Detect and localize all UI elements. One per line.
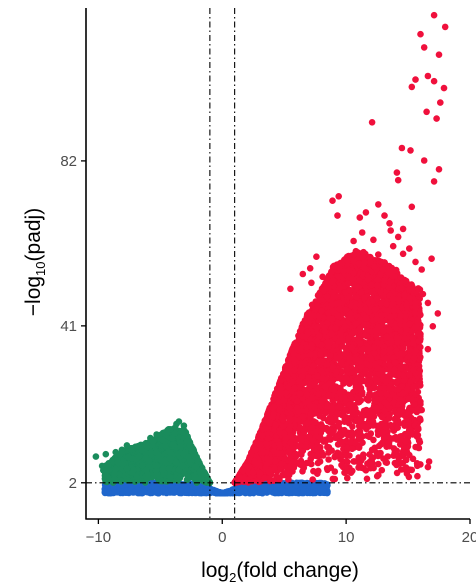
point-not-significant — [292, 482, 300, 490]
point-down — [149, 438, 157, 446]
point-down — [177, 443, 184, 450]
point-down — [145, 457, 153, 465]
point-not-significant — [196, 488, 204, 496]
point-down — [192, 463, 200, 471]
point-down — [111, 475, 118, 483]
point-down — [144, 474, 152, 482]
point-down — [138, 446, 145, 454]
point-down — [179, 462, 186, 470]
point-down — [186, 442, 194, 450]
point-down — [172, 459, 180, 466]
point-down — [118, 446, 126, 454]
point-down — [166, 455, 174, 462]
point-down — [167, 474, 174, 481]
point-down — [112, 448, 119, 456]
point-down — [152, 462, 160, 470]
point-down — [153, 431, 160, 438]
point-down — [190, 450, 198, 458]
point-down — [123, 465, 131, 472]
point-not-significant — [271, 489, 278, 496]
series-up-regulated — [231, 11, 449, 487]
point-down — [125, 453, 132, 461]
point-down — [102, 450, 110, 458]
point-not-significant — [308, 489, 316, 497]
point-down — [104, 462, 112, 469]
point-down — [174, 477, 181, 484]
point-not-significant — [285, 483, 293, 491]
point-not-significant — [249, 487, 256, 495]
point-not-significant — [230, 486, 238, 494]
point-not-significant — [292, 489, 300, 497]
point-down — [197, 475, 205, 483]
point-down — [147, 449, 155, 457]
point-down — [135, 453, 143, 460]
point-down — [159, 436, 167, 444]
point-not-significant — [177, 487, 184, 495]
point-down — [130, 466, 137, 474]
point-down — [123, 442, 131, 449]
point-up — [344, 458, 351, 466]
series-not-significant — [101, 479, 331, 497]
point-not-significant — [319, 486, 327, 494]
point-not-significant — [279, 487, 286, 494]
point-down — [169, 441, 177, 448]
point-down — [158, 477, 166, 485]
point-not-significant — [261, 486, 269, 494]
point-down — [143, 466, 150, 474]
point-down — [166, 465, 173, 473]
point-down — [166, 426, 174, 433]
point-not-significant — [153, 486, 161, 494]
point-not-significant — [240, 487, 248, 494]
point-down — [159, 466, 166, 474]
series-down-regulated — [92, 418, 214, 487]
point-not-significant — [300, 488, 307, 496]
point-down — [92, 453, 100, 460]
point-down — [158, 456, 166, 464]
point-not-significant — [111, 489, 118, 496]
point-not-significant — [146, 489, 154, 497]
point-not-significant — [130, 488, 138, 496]
point-down — [100, 467, 107, 474]
point-down — [180, 422, 188, 430]
point-down — [112, 465, 119, 473]
point-not-significant — [214, 489, 221, 496]
